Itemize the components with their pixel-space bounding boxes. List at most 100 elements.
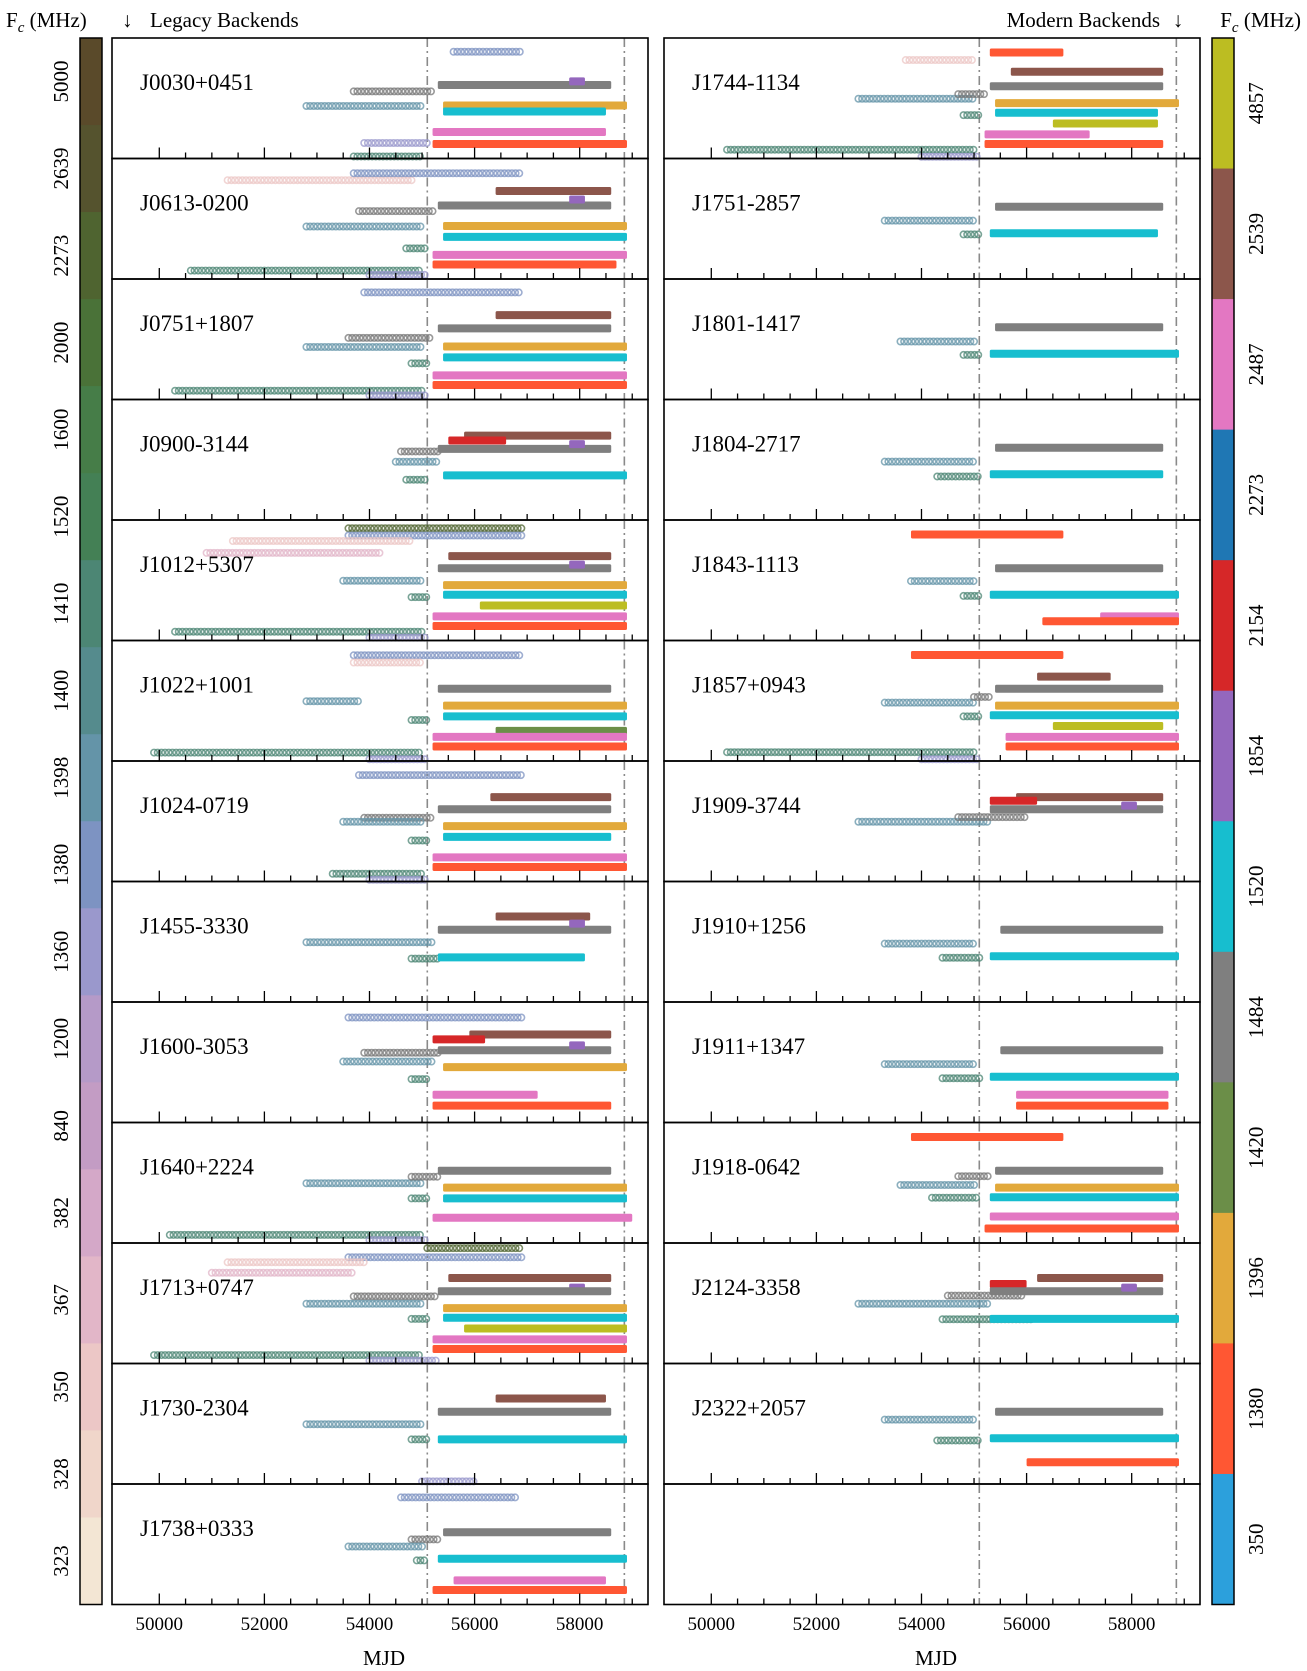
modern-series-1484 <box>995 323 1164 332</box>
legacy-point <box>401 101 410 110</box>
legacy-series-1410 <box>407 593 431 602</box>
legacy-point <box>950 817 959 826</box>
legacy-point <box>357 658 366 667</box>
legacy-series-1410 <box>933 1436 982 1445</box>
legacy-point <box>910 457 919 466</box>
legacy-point <box>249 748 258 757</box>
legacy-point <box>236 536 245 545</box>
legacy-point <box>371 138 380 147</box>
legacy-point <box>386 152 395 161</box>
legacy-point <box>880 1415 889 1424</box>
legacy-point <box>353 548 362 557</box>
legacy-point <box>950 1060 959 1069</box>
legacy-point <box>346 1230 355 1239</box>
legacy-point <box>333 266 342 275</box>
legacy-point <box>471 47 480 56</box>
legacy-point <box>398 222 407 231</box>
legacy-point <box>414 524 423 533</box>
legacy-point <box>328 697 337 706</box>
legacy-point <box>383 875 392 884</box>
modern-series-1396 <box>443 1304 627 1313</box>
legacy-point <box>432 1253 441 1262</box>
legacy-point <box>965 457 974 466</box>
legacy-point <box>352 1351 361 1360</box>
legacy-point <box>412 938 421 947</box>
legacy-point <box>375 101 384 110</box>
legacy-point <box>184 1230 193 1239</box>
modern-series-2539 <box>1037 1273 1164 1282</box>
legacy-point <box>880 1060 889 1069</box>
legacy-point <box>282 266 291 275</box>
legacy-point <box>353 152 362 161</box>
legacy-point <box>362 1542 371 1551</box>
modern-series-1380 <box>984 140 1164 149</box>
legacy-point <box>290 1230 299 1239</box>
colorbar-swatch <box>1212 690 1234 822</box>
legacy-point <box>380 270 389 279</box>
pulsar-panel: J1024-0719 <box>111 760 649 884</box>
legacy-point <box>517 1013 526 1022</box>
legacy-point <box>411 836 420 845</box>
legacy-point <box>456 47 465 56</box>
colorbar-label: 2487 <box>1244 343 1268 385</box>
legacy-point <box>379 87 388 96</box>
legacy-point <box>288 386 297 395</box>
legacy-point <box>367 1048 376 1057</box>
legacy-point <box>370 333 379 342</box>
legacy-point <box>480 531 489 540</box>
legacy-point <box>294 1230 303 1239</box>
legacy-point <box>350 697 359 706</box>
legacy-point <box>452 288 461 297</box>
legacy-point <box>289 176 298 185</box>
legacy-point <box>465 524 474 533</box>
legacy-point <box>418 524 427 533</box>
legacy-point <box>357 651 366 660</box>
legacy-point <box>315 266 324 275</box>
legacy-point <box>204 386 213 395</box>
legacy-point <box>959 350 968 359</box>
legacy-point <box>924 216 933 225</box>
pulsar-panel: J1909-3744 <box>663 760 1201 883</box>
legacy-point <box>962 337 971 346</box>
legacy-point <box>212 1351 221 1360</box>
legacy-point <box>359 1258 368 1267</box>
legacy-point <box>409 875 418 884</box>
legacy-point <box>308 748 317 757</box>
legacy-point <box>910 145 919 154</box>
legacy-point <box>421 531 430 540</box>
legacy-series-1398 <box>339 576 425 585</box>
legacy-series-1410 <box>723 748 978 757</box>
legacy-point <box>386 169 395 178</box>
modern-series-1484 <box>437 1407 612 1416</box>
legacy-point <box>383 938 392 947</box>
legacy-point <box>414 333 423 342</box>
legacy-point <box>921 577 930 586</box>
legacy-point <box>325 386 334 395</box>
legacy-point <box>364 576 373 585</box>
legacy-point <box>737 748 746 757</box>
legacy-point <box>361 1299 370 1308</box>
legacy-point <box>344 176 353 185</box>
legacy-point <box>315 176 324 185</box>
legacy-point <box>840 145 849 154</box>
legacy-point <box>320 1420 329 1429</box>
legacy-point <box>190 1351 199 1360</box>
legacy-series-1398 <box>391 457 441 466</box>
legacy-point <box>176 1230 185 1239</box>
legacy-point <box>342 938 351 947</box>
legacy-series-1410 <box>959 712 983 721</box>
legacy-point <box>456 651 465 660</box>
legacy-point <box>317 1420 326 1429</box>
legacy-point <box>427 1057 436 1066</box>
legacy-point <box>360 138 369 147</box>
legacy-point <box>921 1060 930 1069</box>
legacy-point <box>333 1258 342 1267</box>
colorbar-label: 2000 <box>49 322 73 364</box>
legacy-point <box>304 1258 313 1267</box>
legacy-point <box>945 1074 954 1083</box>
legacy-point <box>320 697 329 706</box>
legacy-point <box>390 342 399 351</box>
legacy-point <box>331 536 340 545</box>
legacy-point <box>395 333 404 342</box>
legacy-point <box>516 771 525 780</box>
